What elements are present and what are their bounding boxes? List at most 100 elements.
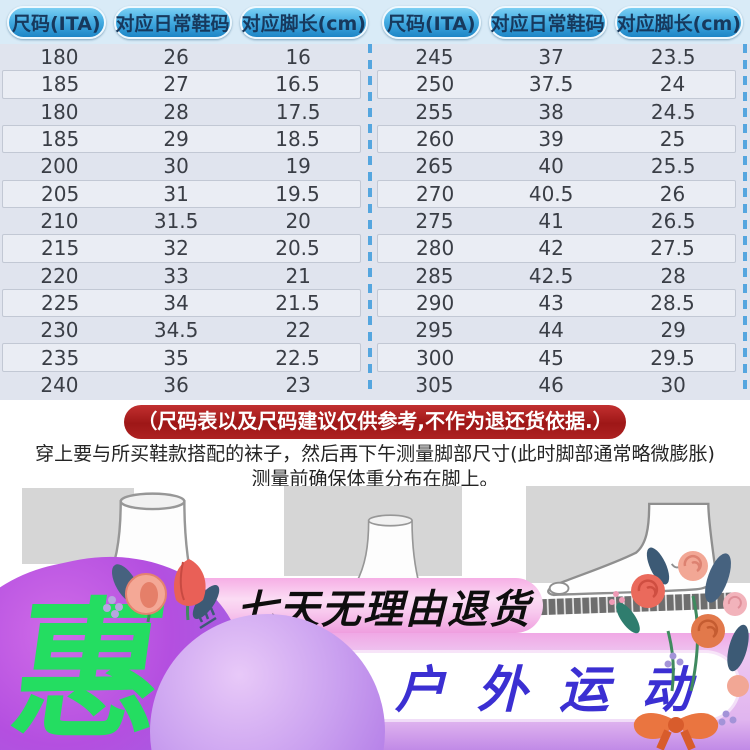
table-row: 215 32 20.5: [2, 234, 361, 263]
size-cell: 28: [163, 99, 189, 124]
table-row: 230 34.5 22: [2, 317, 361, 343]
ankle-illustration-icon: [354, 514, 421, 593]
size-cell: 31: [163, 181, 189, 206]
size-cell: 27: [163, 72, 189, 97]
size-cell: 21: [285, 263, 311, 288]
table-row: 265 40 25.5: [377, 153, 736, 179]
size-cell: 20.5: [275, 236, 320, 261]
table-row: 185 27 16.5: [2, 70, 361, 99]
table-row: 205 31 19.5: [2, 179, 361, 208]
size-cell: 180: [40, 45, 79, 70]
header-foot-length: 对应脚长(cm): [614, 5, 743, 39]
size-cell: 270: [416, 181, 455, 206]
size-cell: 29: [660, 318, 686, 343]
size-cell: 255: [415, 99, 454, 124]
size-cell: 22.5: [275, 345, 320, 370]
size-cell: 210: [40, 209, 79, 234]
size-cell: 42.5: [528, 263, 574, 288]
size-cell: 30: [660, 372, 686, 397]
size-cell: 180: [40, 99, 79, 124]
size-cell: 29.5: [650, 345, 695, 370]
size-cell: 30: [163, 154, 189, 179]
size-cell: 250: [416, 72, 455, 97]
size-cell: 28: [660, 263, 686, 288]
size-cell: 25.5: [650, 154, 696, 179]
header-size-ita: 尺码(ITA): [7, 5, 106, 39]
size-cell: 28.5: [650, 290, 695, 315]
size-cell: 265: [415, 154, 454, 179]
size-cell: 39: [538, 127, 564, 152]
header-daily-size: 对应日常鞋码: [488, 5, 607, 39]
table-row: 210 31.5 20: [2, 208, 361, 234]
size-cell: 205: [41, 181, 80, 206]
table-row: 220 33 21: [2, 263, 361, 289]
size-cell: 23: [285, 372, 311, 397]
table-row: 200 30 19: [2, 153, 361, 179]
size-cell: 230: [40, 318, 79, 343]
table-header-row: 尺码(ITA) 对应日常鞋码 对应脚长(cm): [375, 0, 750, 44]
size-cell: 275: [415, 209, 454, 234]
size-cell: 26: [163, 45, 189, 70]
measure-tip-line2: 测量前确保体重分布在脚上。: [251, 468, 499, 491]
measure-tip: 穿上要与所买鞋款搭配的袜子，然后再下午测量脚部尺寸(此时脚部通常略微膨胀) 测量…: [0, 442, 750, 492]
size-table-right: 尺码(ITA) 对应日常鞋码 对应脚长(cm) 245 37 23.5 250 37.5…: [375, 0, 750, 400]
table-row: 305 46 30: [377, 372, 736, 398]
measure-tip-line1: 穿上要与所买鞋款搭配的袜子，然后再下午测量脚部尺寸(此时脚部通常略微膨胀): [35, 443, 715, 465]
table-row: 245 37 23.5: [377, 44, 736, 70]
size-cell: 16: [285, 45, 311, 70]
size-cell: 34.5: [153, 318, 199, 343]
size-cell: 25: [659, 127, 686, 152]
header-size-ita: 尺码(ITA): [382, 5, 481, 39]
size-cell: 24: [659, 72, 686, 97]
table-row: 280 42 27.5: [377, 234, 736, 263]
size-cell: 17.5: [275, 99, 321, 124]
table-row: 260 39 25: [377, 124, 736, 154]
size-cell: 235: [41, 345, 80, 370]
header-daily-size: 对应日常鞋码: [113, 5, 232, 39]
foot-on-ruler-illustration-icon: [540, 502, 733, 616]
size-cell: 22: [285, 318, 311, 343]
size-cell: 18.5: [275, 127, 320, 152]
table-row: 285 42.5 28: [377, 263, 736, 289]
size-cell: 19: [285, 154, 311, 179]
size-cell: 37.5: [528, 72, 574, 97]
size-cell: 20: [285, 209, 311, 234]
size-cell: 16.5: [275, 72, 320, 97]
disclaimer-banner: （尺码表以及尺码建议仅供参考,不作为退还货依据.）: [124, 405, 626, 439]
header-foot-length: 对应脚长(cm): [239, 5, 368, 39]
size-cell: 295: [415, 318, 454, 343]
size-cell: 29: [163, 127, 189, 152]
size-cell: 300: [416, 345, 455, 370]
table-header-row: 尺码(ITA) 对应日常鞋码 对应脚长(cm): [0, 0, 375, 44]
table-row: 180 28 17.5: [2, 99, 361, 125]
size-cell: 32: [163, 236, 189, 261]
table-row: 270 40.5 26: [377, 179, 736, 208]
size-cell: 33: [163, 263, 189, 288]
size-cell: 34: [163, 290, 189, 315]
table-row: 290 43 28.5: [377, 288, 736, 318]
flower-bouquet-left-icon: [103, 559, 220, 630]
size-cell: 27.5: [650, 236, 695, 261]
size-cell: 46: [538, 372, 564, 397]
size-cell: 26: [659, 181, 686, 206]
size-cell: 43: [538, 290, 564, 315]
size-cell: 23.5: [650, 45, 696, 70]
size-cell: 240: [40, 372, 79, 397]
table-row: 255 38 24.5: [377, 99, 736, 125]
size-cell: 220: [40, 263, 79, 288]
size-cell: 41: [538, 209, 564, 234]
size-table-left: 尺码(ITA) 对应日常鞋码 对应脚长(cm) 180 26 16 185 27 16.5…: [0, 0, 375, 400]
size-cell: 37: [538, 45, 564, 70]
size-cell: 24.5: [650, 99, 696, 124]
table-row: 295 44 29: [377, 317, 736, 343]
size-cell: 290: [416, 290, 455, 315]
size-cell: 45: [538, 345, 564, 370]
table-row: 300 45 29.5: [377, 343, 736, 372]
size-cell: 44: [538, 318, 564, 343]
size-cell: 185: [41, 127, 80, 152]
size-cell: 40.5: [528, 181, 574, 206]
size-cell: 285: [415, 263, 454, 288]
size-cell: 305: [415, 372, 454, 397]
table-body: 180 26 16 185 27 16.5 180 28 17.5 185 29 18.5 200 30 1…: [0, 44, 375, 400]
size-cell: 21.5: [275, 290, 320, 315]
